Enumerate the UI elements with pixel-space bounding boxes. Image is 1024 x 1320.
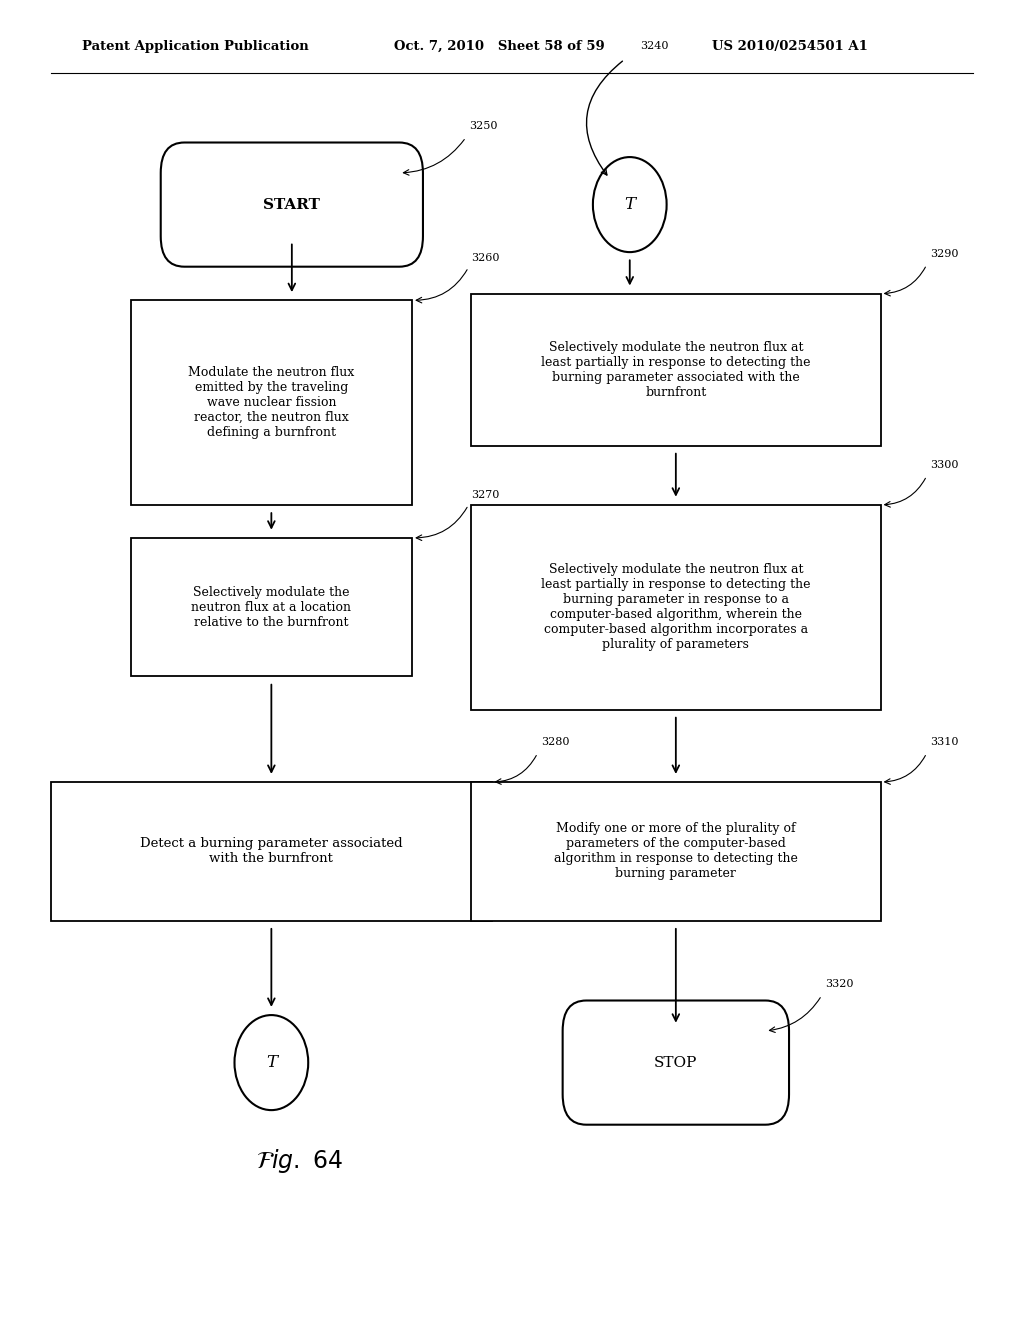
Bar (471, 781, 881, 921)
Bar (471, 294, 881, 446)
FancyBboxPatch shape (161, 143, 423, 267)
Text: 3290: 3290 (930, 248, 958, 259)
Text: START: START (263, 198, 321, 211)
Text: 3310: 3310 (930, 737, 958, 747)
Text: 3320: 3320 (825, 979, 853, 990)
Bar (51, 781, 492, 921)
Text: 3260: 3260 (471, 252, 500, 263)
Text: 3300: 3300 (930, 459, 958, 470)
Text: STOP: STOP (654, 1056, 697, 1069)
Text: 3250: 3250 (469, 121, 498, 132)
Text: T: T (266, 1055, 276, 1071)
Text: Oct. 7, 2010   Sheet 58 of 59: Oct. 7, 2010 Sheet 58 of 59 (394, 40, 605, 53)
Text: 3240: 3240 (640, 41, 669, 51)
Text: T: T (625, 197, 635, 213)
FancyBboxPatch shape (562, 1001, 790, 1125)
Text: US 2010/0254501 A1: US 2010/0254501 A1 (712, 40, 867, 53)
Circle shape (234, 1015, 308, 1110)
Text: Modify one or more of the plurality of
parameters of the computer-based
algorith: Modify one or more of the plurality of p… (554, 822, 798, 880)
Text: Selectively modulate the neutron flux at
least partially in response to detectin: Selectively modulate the neutron flux at… (541, 564, 811, 651)
Text: 3270: 3270 (471, 490, 500, 500)
Text: Selectively modulate the neutron flux at
least partially in response to detectin: Selectively modulate the neutron flux at… (541, 341, 811, 399)
Bar (471, 504, 881, 710)
Text: Selectively modulate the
neutron flux at a location
relative to the burnfront: Selectively modulate the neutron flux at… (191, 586, 351, 628)
Text: $\mathcal{F}ig.\ 64$: $\mathcal{F}ig.\ 64$ (256, 1147, 343, 1175)
Text: Patent Application Publication: Patent Application Publication (82, 40, 308, 53)
Text: 3280: 3280 (541, 737, 569, 747)
Text: Modulate the neutron flux
emitted by the traveling
wave nuclear fission
reactor,: Modulate the neutron flux emitted by the… (188, 366, 354, 440)
Circle shape (593, 157, 667, 252)
Bar (131, 537, 412, 676)
Bar (131, 301, 412, 506)
Text: Detect a burning parameter associated
with the burnfront: Detect a burning parameter associated wi… (140, 837, 402, 866)
